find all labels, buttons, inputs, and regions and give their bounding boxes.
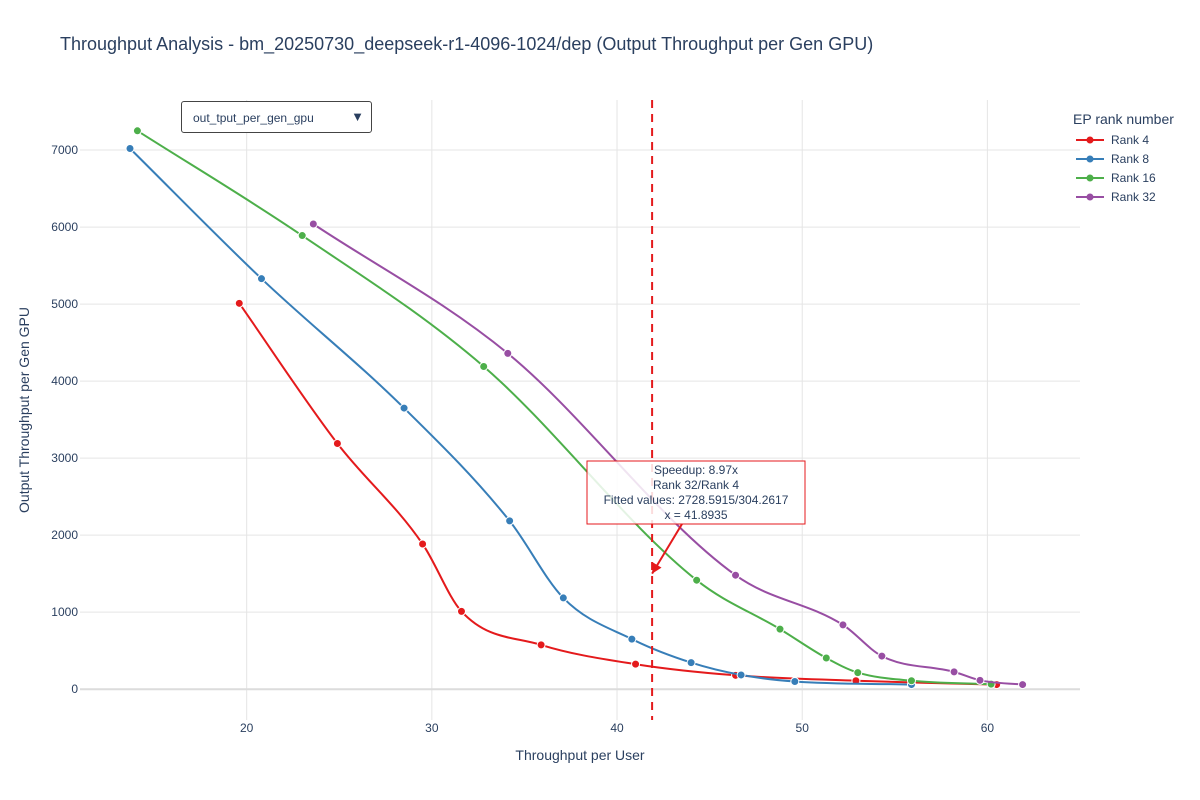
data-point — [503, 348, 513, 358]
data-point — [975, 675, 985, 685]
data-point — [256, 274, 266, 284]
data-point — [399, 403, 409, 413]
y-tick-label: 5000 — [51, 297, 78, 311]
legend-item-rank-32[interactable]: Rank 32 — [1076, 190, 1156, 204]
series-layer — [125, 126, 1028, 690]
data-point — [877, 651, 887, 661]
series-rank-8 — [125, 144, 916, 690]
data-point — [456, 606, 466, 616]
data-point — [631, 659, 641, 669]
data-point — [906, 676, 916, 686]
dropdown-selected-value: out_tput_per_gen_gpu — [193, 111, 314, 125]
data-point — [731, 570, 741, 580]
y-tick-label: 7000 — [51, 143, 78, 157]
data-point — [790, 676, 800, 686]
series-line — [129, 147, 912, 686]
triangle-down-icon: ▼ — [351, 109, 364, 124]
annotation-arrowhead-icon — [652, 562, 662, 574]
y-tick-label: 6000 — [51, 220, 78, 234]
legend-marker — [1086, 193, 1094, 201]
data-point — [308, 219, 318, 229]
data-point — [234, 298, 244, 308]
legend-item-rank-8[interactable]: Rank 8 — [1076, 152, 1149, 166]
y-tick-labels: 0 1000 2000 3000 4000 5000 6000 7000 — [51, 143, 78, 696]
data-point — [736, 670, 746, 680]
metric-dropdown[interactable]: out_tput_per_gen_gpu ▼ — [181, 101, 372, 133]
data-point — [686, 658, 696, 668]
x-tick-label: 50 — [796, 721, 810, 735]
data-point — [332, 439, 342, 449]
y-tick-label: 1000 — [51, 605, 78, 619]
data-point — [775, 624, 785, 634]
x-gridlines — [246, 100, 988, 720]
data-point — [853, 668, 863, 678]
series-rank-32 — [308, 219, 1028, 690]
data-point — [821, 653, 831, 663]
x-tick-label: 40 — [610, 721, 624, 735]
data-point — [536, 640, 546, 650]
y-tick-label: 0 — [71, 682, 78, 696]
chart-title: Throughput Analysis - bm_20250730_deepse… — [60, 34, 873, 55]
legend-title: EP rank number — [1073, 111, 1174, 127]
data-point — [418, 539, 428, 549]
legend-label: Rank 4 — [1111, 133, 1149, 147]
y-tick-label: 4000 — [51, 374, 78, 388]
data-point — [627, 634, 637, 644]
legend-label: Rank 32 — [1111, 190, 1156, 204]
legend-marker — [1086, 136, 1094, 144]
data-point — [125, 144, 135, 154]
annotation-line: x = 41.8935 — [664, 508, 727, 522]
series-line — [312, 223, 1023, 686]
data-point — [558, 593, 568, 603]
annotation-line: Speedup: 8.97x — [654, 463, 738, 477]
legend[interactable]: EP rank number Rank 4 Rank 8 Rank 16 Rank 3… — [1073, 111, 1174, 204]
data-point — [132, 126, 142, 136]
series-rank-16 — [132, 126, 996, 689]
legend-label: Rank 8 — [1111, 152, 1149, 166]
legend-item-rank-16[interactable]: Rank 16 — [1076, 171, 1156, 185]
data-point — [505, 516, 515, 526]
data-point — [479, 361, 489, 371]
data-point — [692, 575, 702, 585]
legend-marker — [1086, 155, 1094, 163]
y-gridlines — [80, 149, 1080, 691]
legend-marker — [1086, 174, 1094, 182]
x-tick-labels: 20 30 40 50 60 — [240, 721, 994, 735]
annotation-line: Fitted values: 2728.5915/304.2617 — [604, 493, 789, 507]
x-tick-label: 30 — [425, 721, 439, 735]
data-point — [949, 667, 959, 677]
data-point — [297, 231, 307, 241]
x-tick-label: 20 — [240, 721, 254, 735]
legend-item-rank-4[interactable]: Rank 4 — [1076, 133, 1149, 147]
annotation-box — [586, 460, 806, 525]
x-axis-title: Throughput per User — [515, 747, 645, 763]
y-tick-label: 2000 — [51, 528, 78, 542]
annotation-line: Rank 32/Rank 4 — [653, 478, 739, 492]
x-tick-label: 60 — [981, 721, 995, 735]
data-point — [838, 620, 848, 630]
y-axis-title: Output Throughput per Gen GPU — [16, 307, 32, 513]
data-point — [1018, 680, 1028, 690]
y-tick-label: 3000 — [51, 451, 78, 465]
legend-label: Rank 16 — [1111, 171, 1156, 185]
